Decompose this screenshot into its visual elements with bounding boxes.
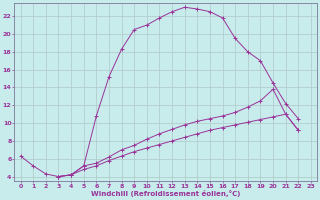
X-axis label: Windchill (Refroidissement éolien,°C): Windchill (Refroidissement éolien,°C) <box>91 190 240 197</box>
